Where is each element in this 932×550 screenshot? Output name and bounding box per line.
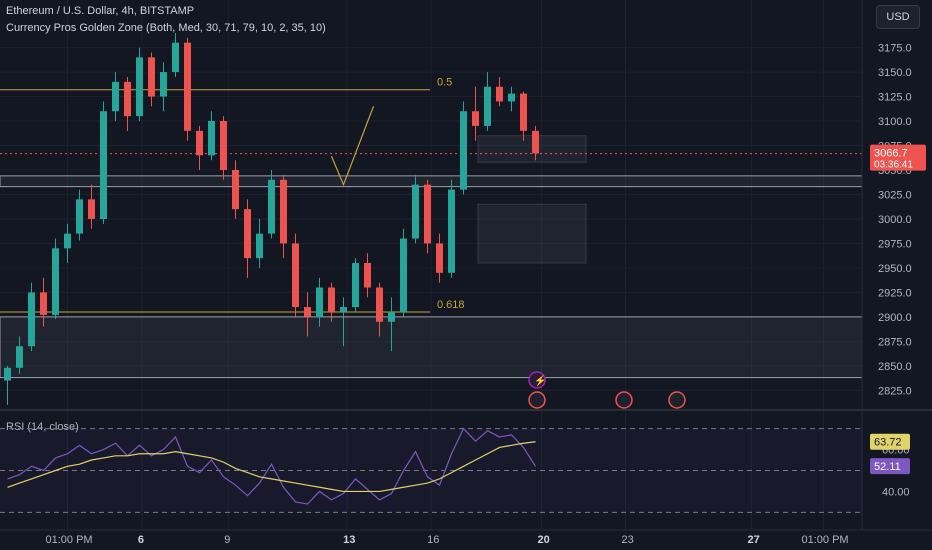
candle-body xyxy=(376,287,383,322)
candle-body xyxy=(448,189,455,273)
candle-body xyxy=(184,42,191,131)
candle-body xyxy=(52,248,59,315)
candle-body xyxy=(28,292,35,347)
candle-body xyxy=(316,287,323,317)
candle-body xyxy=(124,81,131,117)
candle-body xyxy=(4,367,11,381)
rsi-series-line xyxy=(7,427,537,505)
candle-body xyxy=(412,184,419,239)
price-axis-tick: 2875.0 xyxy=(878,336,912,348)
time-axis-tick: 13 xyxy=(343,534,355,546)
time-axis-tick: 9 xyxy=(224,534,230,546)
price-axis-tick: 2825.0 xyxy=(878,385,912,397)
price-axis-tick: 3100.0 xyxy=(878,116,912,128)
candle-body xyxy=(400,238,407,312)
candle-body xyxy=(292,243,299,308)
price-axis-tick: 3125.0 xyxy=(878,92,912,104)
candle-body xyxy=(100,111,107,219)
price-axis-tick: 3150.0 xyxy=(878,67,912,79)
candle-body xyxy=(364,263,371,288)
candle-body xyxy=(244,209,251,259)
us-flag-icon xyxy=(615,391,633,409)
rsi-value-label: 63.72 xyxy=(874,437,902,449)
candle-body xyxy=(40,292,47,315)
time-axis-tick: 23 xyxy=(622,534,634,546)
last-price-label: 3066.7 xyxy=(874,148,908,160)
time-axis-tick: 01:00 PM xyxy=(46,534,93,546)
supply-demand-zone xyxy=(0,316,863,379)
rsi-axis-tick: 40.00 xyxy=(882,486,910,498)
candle-body xyxy=(16,346,23,368)
candle-body xyxy=(76,199,83,234)
rsi-title: RSI (14, close) xyxy=(6,421,79,433)
candle-body xyxy=(232,169,239,210)
time-axis-tick: 6 xyxy=(138,534,144,546)
candle-body xyxy=(484,86,491,126)
time-axis-tick: 20 xyxy=(538,534,550,546)
candle-body xyxy=(136,57,143,117)
time-axis-tick: 27 xyxy=(748,534,760,546)
supply-demand-zone xyxy=(477,203,587,264)
candle-body xyxy=(88,199,95,219)
candle-body xyxy=(220,121,227,170)
symbol-title: Ethereum / U.S. Dollar, 4h, BITSTAMP xyxy=(6,5,195,17)
candle-body xyxy=(388,311,395,322)
candle-body xyxy=(532,130,539,154)
candle-body xyxy=(172,42,179,73)
candle-body xyxy=(208,121,215,156)
currency-button[interactable]: USD xyxy=(876,5,920,29)
price-axis-tick: 2850.0 xyxy=(878,361,912,373)
rsi-band xyxy=(0,428,862,513)
lightning-icon xyxy=(528,371,546,389)
candle-body xyxy=(328,287,335,312)
candle-body xyxy=(280,179,287,244)
candle-body xyxy=(304,307,311,317)
lightning-icon: ⚡ xyxy=(534,374,546,387)
us-flag-icon xyxy=(528,391,546,409)
candle-body xyxy=(436,243,443,273)
candle-body xyxy=(340,307,347,312)
candle-body xyxy=(148,57,155,97)
candle-body xyxy=(520,93,527,131)
us-flag-icon xyxy=(668,391,686,409)
price-axis-tick: 2950.0 xyxy=(878,263,912,275)
fib-level-label: 0.5 xyxy=(437,77,452,89)
projection-path xyxy=(330,106,375,187)
candle-body xyxy=(508,93,515,102)
candle-body xyxy=(472,111,479,126)
countdown-label: 03:36:41 xyxy=(874,160,913,171)
time-axis-tick: 01:00 PM xyxy=(802,534,849,546)
fib-level-label: 0.618 xyxy=(437,299,465,311)
candle-body xyxy=(196,130,203,156)
price-axis-tick: 2975.0 xyxy=(878,238,912,250)
candle-body xyxy=(160,72,167,97)
price-axis-tick: 3000.0 xyxy=(878,214,912,226)
rsi-series-line xyxy=(7,441,536,493)
candle-body xyxy=(268,179,275,234)
candle-body xyxy=(424,184,431,244)
last-price-label-bg xyxy=(870,144,926,171)
candle-body xyxy=(64,233,71,249)
rsi-value-label: 52.11 xyxy=(874,461,901,473)
rsi-value-label-bg xyxy=(870,433,910,450)
time-axis-tick: 16 xyxy=(427,534,439,546)
rsi-value-label-bg xyxy=(870,458,910,475)
candle-body xyxy=(352,263,359,308)
candle-body xyxy=(460,111,467,190)
candle-body xyxy=(496,86,503,102)
price-axis-tick: 2925.0 xyxy=(878,287,912,299)
price-axis-tick: 2900.0 xyxy=(878,312,912,324)
candle-body xyxy=(256,233,263,259)
price-axis-tick: 3175.0 xyxy=(878,43,912,55)
candle-body xyxy=(112,81,119,112)
indicator-title: Currency Pros Golden Zone (Both, Med, 30… xyxy=(6,22,326,34)
price-axis-tick: 3025.0 xyxy=(878,189,912,201)
